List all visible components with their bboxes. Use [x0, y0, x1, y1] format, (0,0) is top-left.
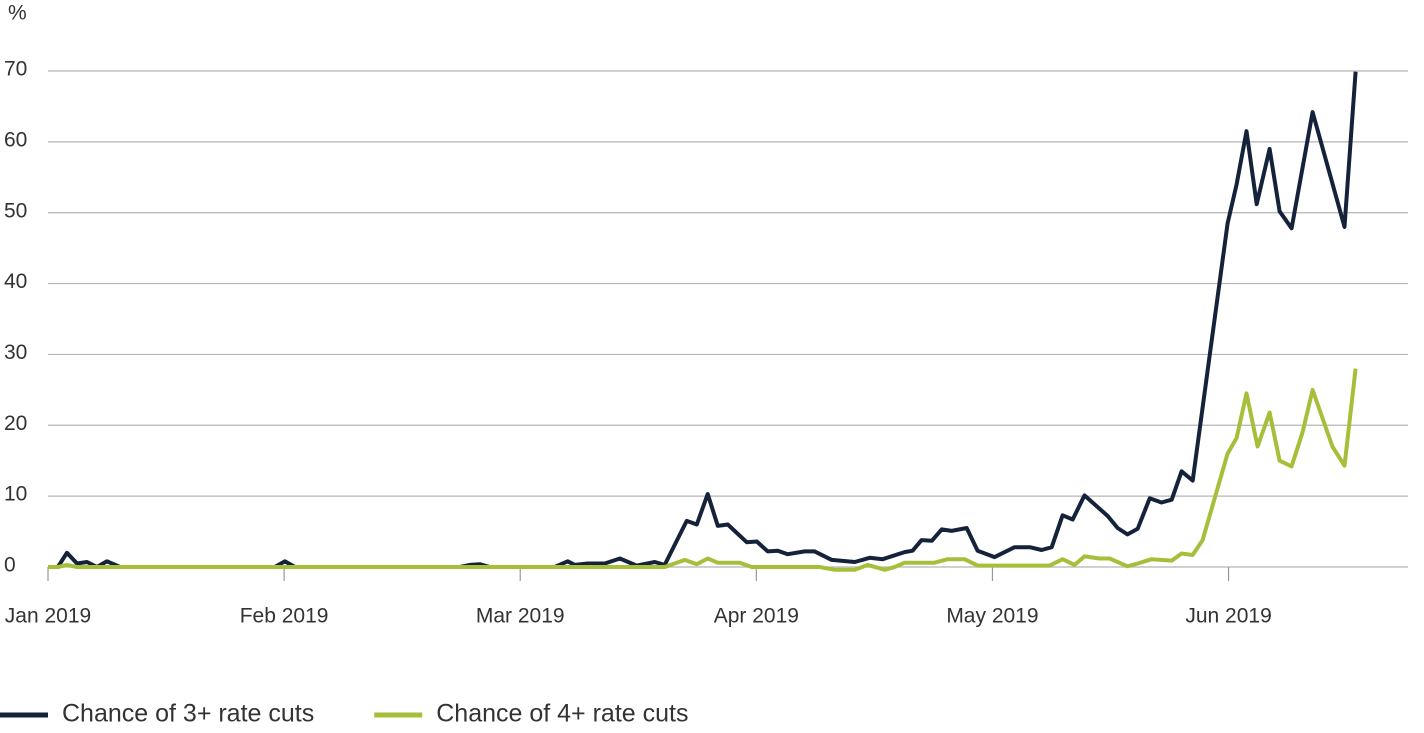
x-tick-label: Jun 2019 — [1185, 605, 1271, 628]
x-tick-label: Apr 2019 — [714, 605, 799, 628]
y-tick-label: 20 — [4, 412, 27, 435]
x-tick-label: Mar 2019 — [476, 605, 565, 628]
y-tick-label: 70 — [4, 58, 27, 81]
y-tick-label: 30 — [4, 341, 27, 364]
y-tick-label: 0 — [4, 554, 16, 577]
y-tick-label: 50 — [4, 199, 27, 222]
y-tick-label: 10 — [4, 483, 27, 506]
x-tick-label: May 2019 — [946, 605, 1038, 628]
legend-label: Chance of 4+ rate cuts — [436, 700, 688, 728]
series-line — [48, 368, 1358, 572]
x-tick-label: Feb 2019 — [240, 605, 329, 628]
legend-label: Chance of 3+ rate cuts — [62, 700, 314, 728]
y-axis-label: % — [8, 2, 27, 25]
y-tick-label: 40 — [4, 270, 27, 293]
x-tick-label: Jan 2019 — [5, 605, 91, 628]
series-line — [48, 71, 1358, 569]
y-tick-label: 60 — [4, 128, 27, 151]
